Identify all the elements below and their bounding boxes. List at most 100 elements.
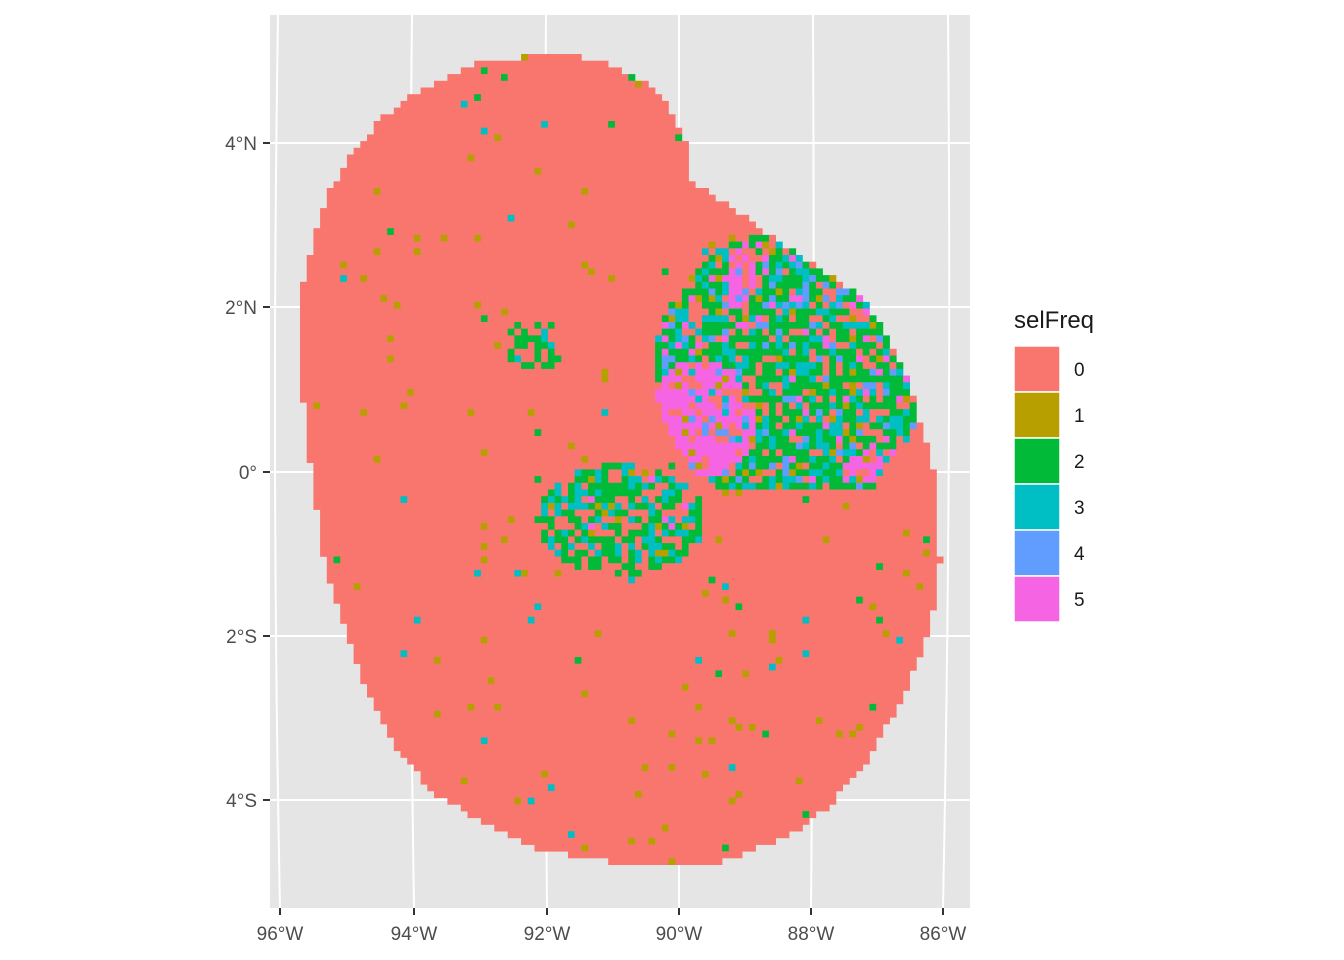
raster-cell [313, 449, 321, 457]
raster-cell [534, 409, 542, 417]
raster-cell [534, 435, 542, 443]
raster-cell [413, 241, 421, 249]
raster-cell [608, 482, 616, 490]
raster-cell [661, 228, 669, 236]
raster-cell [762, 335, 770, 343]
raster-cell [407, 221, 415, 229]
raster-cell [367, 328, 374, 336]
raster-cell [507, 409, 515, 417]
raster-cell [836, 382, 843, 390]
raster-cell [815, 342, 823, 350]
raster-cell [876, 342, 884, 350]
raster-cell [460, 134, 468, 142]
raster-cell [568, 516, 575, 524]
raster-cell [568, 87, 575, 95]
raster-cell [695, 442, 703, 450]
raster-cell [742, 295, 750, 303]
raster-cell [762, 375, 770, 383]
raster-cell [748, 348, 756, 356]
raster-cell [420, 301, 428, 309]
raster-cell [869, 442, 877, 450]
raster-cell [661, 214, 669, 222]
raster-cell [762, 348, 770, 356]
raster-cell [420, 509, 428, 517]
raster-cell [460, 80, 468, 88]
raster-cell [413, 275, 421, 283]
raster-cell [802, 402, 810, 410]
raster-cell [775, 268, 783, 276]
raster-cell [889, 502, 897, 510]
raster-cell [681, 395, 689, 403]
raster-cell [534, 368, 542, 376]
raster-cell [353, 194, 361, 202]
raster-cell [775, 389, 783, 396]
raster-cell [568, 348, 575, 356]
raster-cell [574, 127, 582, 135]
raster-cell [789, 362, 797, 370]
raster-cell [501, 194, 508, 202]
raster-cell [313, 288, 321, 296]
raster-cell [802, 476, 810, 484]
raster-cell [628, 161, 636, 169]
raster-cell [695, 449, 703, 457]
raster-cell [340, 248, 348, 256]
raster-cell [306, 261, 314, 269]
raster-cell [815, 268, 823, 276]
raster-cell [574, 147, 582, 155]
raster-cell [521, 228, 529, 236]
raster-cell [795, 395, 803, 403]
raster-cell [635, 281, 642, 289]
raster-cell [440, 147, 448, 155]
raster-cell [521, 375, 529, 383]
raster-cell [748, 496, 756, 504]
raster-cell [715, 375, 723, 383]
raster-cell [775, 368, 783, 376]
raster-cell [480, 322, 488, 329]
raster-cell [789, 462, 797, 470]
raster-cell [534, 281, 542, 289]
raster-cell [641, 389, 649, 396]
raster-cell [648, 469, 656, 477]
raster-cell [547, 288, 555, 296]
raster-cell [728, 228, 736, 236]
raster-cell [675, 141, 683, 149]
raster-cell [541, 167, 549, 175]
raster-cell [434, 348, 441, 356]
raster-cell [360, 201, 368, 209]
raster-cell [702, 208, 709, 216]
raster-cell [340, 462, 348, 470]
raster-cell [480, 368, 488, 376]
raster-cell [380, 228, 388, 236]
raster-cell [440, 348, 448, 356]
raster-cell [588, 516, 596, 524]
raster-cell [447, 154, 455, 162]
raster-cell [541, 147, 549, 155]
raster-cell [568, 422, 575, 430]
raster-cell [447, 241, 455, 249]
raster-cell [628, 121, 636, 128]
raster-cell [541, 389, 549, 396]
raster-cell [614, 476, 622, 484]
raster-cell [313, 435, 321, 443]
raster-cell [541, 295, 549, 303]
raster-cell [594, 161, 602, 169]
raster-cell [400, 281, 408, 289]
raster-cell [775, 409, 783, 417]
raster-cell [326, 489, 334, 497]
raster-cell [876, 335, 884, 343]
raster-cell [407, 147, 415, 155]
raster-cell [769, 342, 776, 350]
raster-cell [373, 194, 381, 202]
raster-cell [641, 395, 649, 403]
raster-cell [320, 456, 328, 463]
raster-cell [507, 67, 515, 75]
raster-cell [641, 174, 649, 182]
raster-cell [581, 281, 589, 289]
raster-cell [320, 281, 328, 289]
raster-cell [641, 141, 649, 149]
raster-cell [346, 201, 354, 209]
raster-cell [467, 348, 475, 356]
raster-cell [373, 121, 381, 128]
raster-cell [882, 375, 890, 383]
raster-cell [454, 469, 462, 477]
